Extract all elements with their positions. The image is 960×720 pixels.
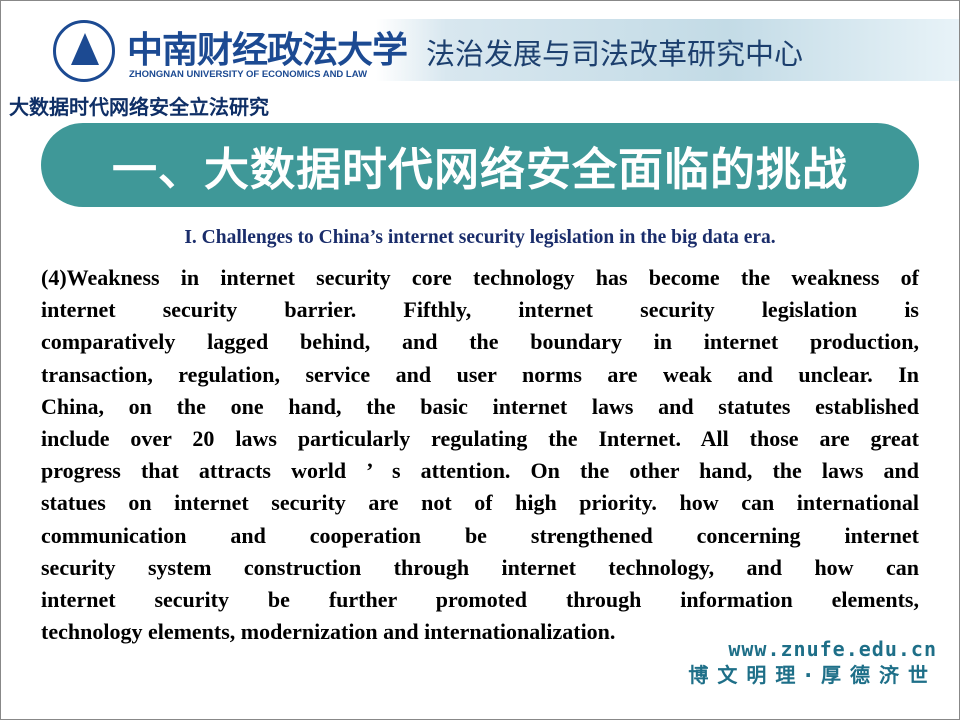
body-line: security system construction through int… — [41, 554, 919, 580]
slide-title-banner: 一、大数据时代网络安全面临的挑战 — [41, 123, 919, 207]
body-line: comparatively lagged behind, and the bou… — [41, 329, 919, 355]
body-line: include over 20 laws particularly regula… — [41, 426, 919, 452]
header-banner — [376, 19, 959, 81]
body-text: (4)Weakness in internet security core te… — [41, 262, 919, 648]
project-title: 大数据时代网络安全立法研究 — [9, 95, 269, 119]
slide-subtitle: I. Challenges to China’s internet securi… — [184, 227, 776, 248]
university-name-en: ZHONGNAN UNIVERSITY OF ECONOMICS AND LAW — [129, 69, 368, 80]
body-line: (4)Weakness in internet security core te… — [41, 265, 919, 290]
body-line: progress that attracts world ’ s attenti… — [41, 458, 919, 484]
center-name: 法治发展与司法改革研究中心 — [426, 37, 804, 71]
body-line: internet security be further promoted th… — [41, 587, 919, 613]
body-line: statues on internet security are not of … — [41, 490, 919, 516]
footer-url: www.znufe.edu.cn — [728, 637, 937, 661]
university-emblem-icon — [53, 20, 115, 82]
body-line: internet security barrier. Fifthly, inte… — [41, 297, 919, 323]
university-name-cn: 中南财经政法大学 — [127, 29, 408, 71]
body-line: transaction, regulation, service and use… — [41, 361, 919, 387]
body-line: China, on the one hand, the basic intern… — [41, 393, 919, 419]
footer-motto: 博文明理·厚德济世 — [688, 663, 937, 687]
body-line: communication and cooperation be strengt… — [41, 522, 919, 548]
slide-title: 一、大数据时代网络安全面临的挑战 — [111, 142, 848, 196]
body-line: technology elements, modernization and i… — [41, 619, 616, 645]
